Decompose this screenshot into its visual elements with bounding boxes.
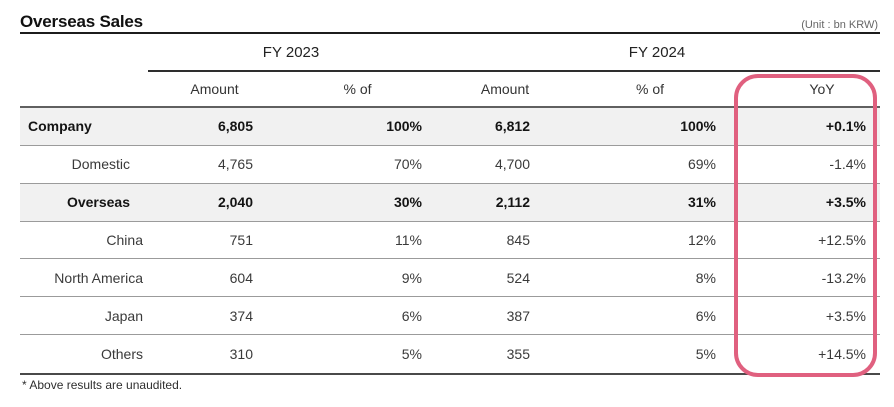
row-label: Overseas <box>66 194 130 211</box>
fy2024-pct: 100% <box>680 118 716 135</box>
fy2023-amount: 2,040 <box>217 194 253 211</box>
yoy-value: +12.5% <box>818 231 866 248</box>
label-column-spacer <box>20 34 148 70</box>
fy2024-amount: 845 <box>506 231 530 248</box>
table-row-others: Others 310 5% 355 5% +14.5% <box>20 335 880 373</box>
row-label: China <box>106 231 143 248</box>
table-row-china: China 751 11% 845 12% +12.5% <box>20 222 880 260</box>
fy2024-amount: 6,812 <box>494 118 530 135</box>
fy2024-pct: 6% <box>695 307 716 324</box>
header-fy2023-pct: % of <box>343 81 372 97</box>
yoy-value: +0.1% <box>825 118 866 135</box>
header-yoy: YoY <box>809 81 835 97</box>
column-group-row: FY 2023 FY 2024 <box>20 34 880 70</box>
fy2024-amount: 4,700 <box>494 156 530 173</box>
slide-header: Overseas Sales (Unit : bn KRW) <box>20 6 878 32</box>
fy2023-pct: 5% <box>401 345 422 362</box>
fy2024-pct: 12% <box>687 231 716 248</box>
fy2023-pct: 100% <box>386 118 422 135</box>
yoy-value: +3.5% <box>825 307 866 324</box>
fy2024-amount: 387 <box>506 307 530 324</box>
fy2023-amount: 751 <box>229 231 253 248</box>
page-title: Overseas Sales <box>20 12 143 31</box>
header-fy2023-amount: Amount <box>190 81 239 97</box>
table-row-domestic: Domestic 4,765 70% 4,700 69% -1.4% <box>20 146 880 184</box>
title-divider <box>20 32 880 34</box>
unit-label: (Unit : bn KRW) <box>801 19 878 31</box>
table-row-japan: Japan 374 6% 387 6% +3.5% <box>20 297 880 336</box>
fy2024-amount: 524 <box>506 269 530 286</box>
row-label: Japan <box>104 307 143 324</box>
column-header-row: Amount % of Amount % of YoY <box>20 72 880 108</box>
table-row-company: Company 6,805 100% 6,812 100% +0.1% <box>20 108 880 146</box>
fy2024-pct: 8% <box>695 269 716 286</box>
fy2023-pct: 9% <box>401 269 422 286</box>
row-label: Domestic <box>71 156 130 173</box>
yoy-value: +3.5% <box>825 194 866 211</box>
label-column-header <box>20 72 148 106</box>
fy2023-pct: 30% <box>393 194 422 211</box>
fy2023-amount: 6,805 <box>217 118 253 135</box>
overseas-sales-table: FY 2023 FY 2024 Amount % of Amount % of … <box>20 34 880 375</box>
fy2023-amount: 4,765 <box>217 156 253 173</box>
header-fy2024-pct: % of <box>635 81 664 97</box>
fy2023-pct: 70% <box>393 156 422 173</box>
header-fy2024-amount: Amount <box>480 81 530 97</box>
fy2024-pct: 5% <box>695 345 716 362</box>
fy2024-pct: 31% <box>687 194 716 211</box>
column-group-fy2023: FY 2023 <box>262 43 320 61</box>
column-group-fy2024: FY 2024 <box>628 43 686 61</box>
fy2023-pct: 6% <box>401 307 422 324</box>
footnote: * Above results are unaudited. <box>22 378 183 392</box>
fy2024-amount: 2,112 <box>495 194 530 211</box>
fy2023-amount: 310 <box>229 345 253 362</box>
row-label: North America <box>54 269 143 286</box>
fy2023-amount: 374 <box>229 307 253 324</box>
fy2023-pct: 11% <box>395 231 422 248</box>
column-group-divider <box>148 70 880 72</box>
yoy-value: -13.2% <box>821 269 866 286</box>
yoy-value: -1.4% <box>829 156 866 173</box>
table-row-north-america: North America 604 9% 524 8% -13.2% <box>20 259 880 298</box>
fy2024-pct: 69% <box>687 156 716 173</box>
row-label: Company <box>28 118 92 135</box>
fy2024-amount: 355 <box>506 345 530 362</box>
table-row-overseas: Overseas 2,040 30% 2,112 31% +3.5% <box>20 183 880 222</box>
table-body: Company 6,805 100% 6,812 100% +0.1% Dome… <box>20 108 880 375</box>
yoy-value: +14.5% <box>818 345 866 362</box>
row-label: Others <box>100 345 143 362</box>
fy2023-amount: 604 <box>229 269 253 286</box>
